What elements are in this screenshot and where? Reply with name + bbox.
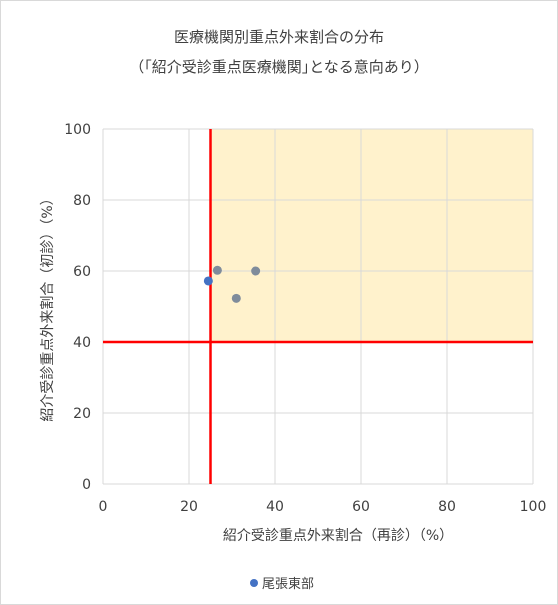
chart-title: 医療機関別重点外来割合の分布 xyxy=(173,28,384,46)
y-tick-label: 20 xyxy=(73,406,91,422)
y-tick-label: 40 xyxy=(73,335,91,351)
x-tick-label: 80 xyxy=(438,499,456,515)
chart-subtitle: （｢紹介受診重点医療機関｣となる意向あり） xyxy=(129,58,429,76)
x-tick-label: 60 xyxy=(352,499,370,515)
x-tick-label: 100 xyxy=(520,499,547,515)
legend: 尾張東部 xyxy=(250,573,314,592)
data-point xyxy=(203,276,213,286)
data-point xyxy=(231,293,241,303)
y-tick-label: 0 xyxy=(82,477,91,493)
legend-marker xyxy=(250,578,258,587)
y-tick-label: 80 xyxy=(73,193,91,209)
x-axis-title: 紹介受診重点外来割合（再診）（%） xyxy=(223,527,453,544)
y-axis-title: 紹介受診重点外来割合（初診）（%） xyxy=(39,191,56,421)
data-point xyxy=(212,265,222,275)
x-tick-label: 20 xyxy=(180,499,198,515)
highlight-region xyxy=(210,129,533,342)
x-tick-label: 40 xyxy=(266,499,284,515)
y-tick-label: 60 xyxy=(73,264,91,280)
x-tick-label: 0 xyxy=(99,499,108,515)
legend-label: 尾張東部 xyxy=(262,577,315,592)
data-point xyxy=(251,266,261,276)
y-tick-label: 100 xyxy=(64,122,91,138)
